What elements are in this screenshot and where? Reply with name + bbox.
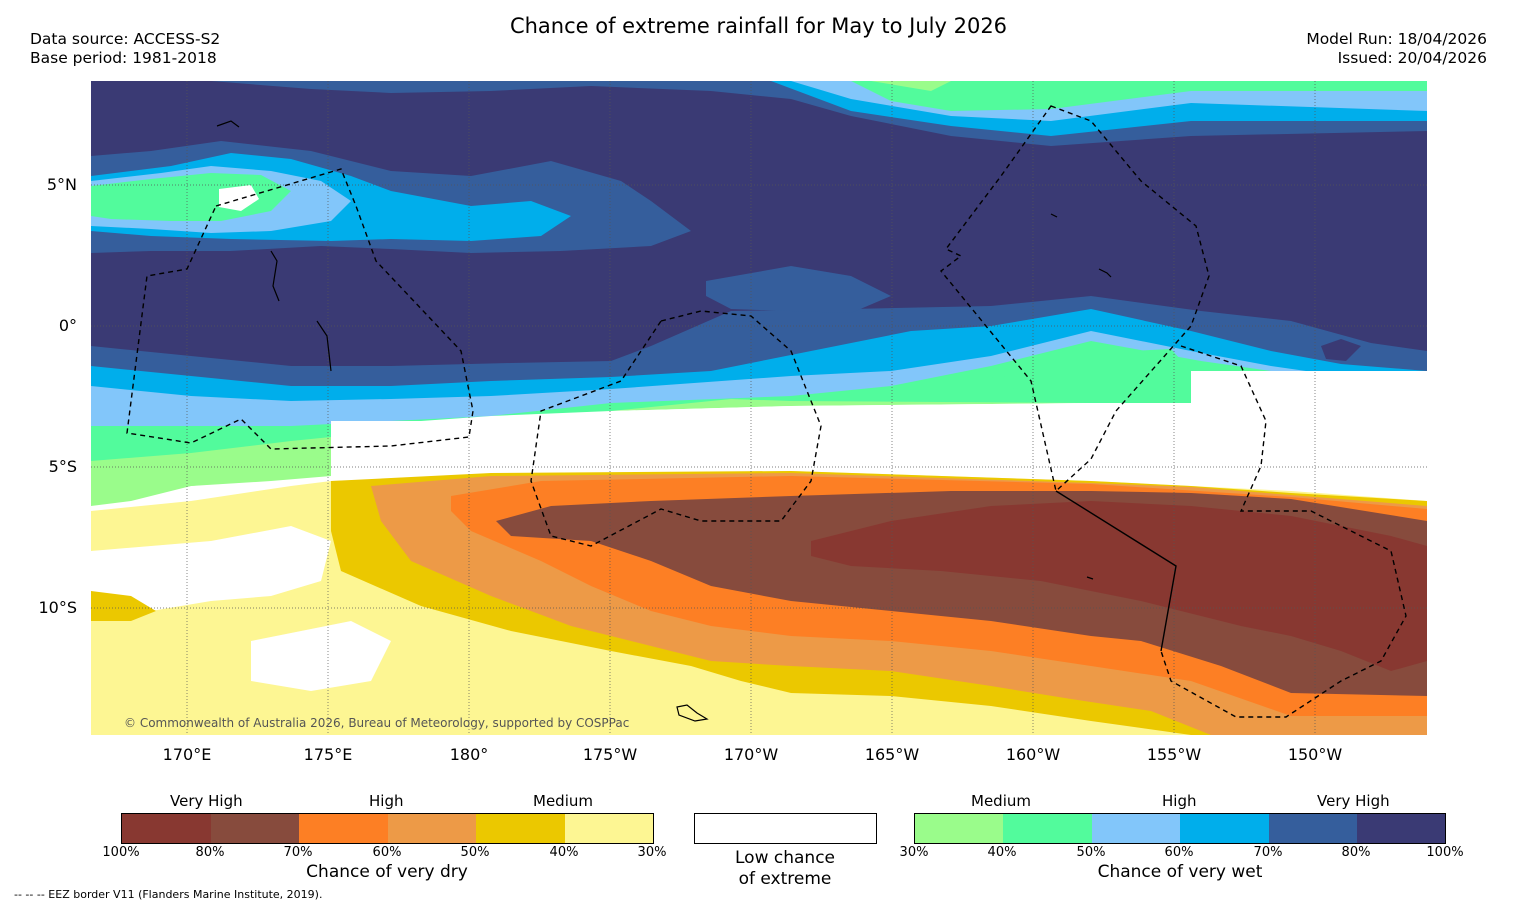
dry-legend-colorbar — [121, 813, 654, 844]
model-run: Model Run: 18/04/2026 — [1306, 30, 1487, 48]
wet-category-very-high: Very High — [1317, 792, 1390, 810]
copyright-notice: © Commonwealth of Australia 2026, Bureau… — [124, 716, 630, 730]
islands — [216, 120, 1112, 722]
wet-swatch-60-70 — [1180, 814, 1269, 843]
wet-70-80-region — [706, 266, 891, 313]
dry-swatch-50-60 — [388, 814, 476, 843]
dry-category-high: High — [369, 792, 404, 810]
wet-legend-colorbar — [914, 813, 1446, 844]
dry-tick-60: 60% — [372, 845, 402, 860]
wet-legend-title: Chance of very wet — [1097, 862, 1263, 882]
eez-border-solid — [1055, 490, 1177, 652]
dry-tick-80: 80% — [195, 845, 225, 860]
wet-swatch-50-60 — [1092, 814, 1180, 843]
issued-date: Issued: 20/04/2026 — [1337, 49, 1487, 67]
dry-80-100-region — [811, 501, 1427, 671]
dry-tick-30: 30% — [637, 845, 667, 860]
lon-label-170w: 170°W — [723, 745, 779, 764]
wet-tick-70: 70% — [1253, 845, 1283, 860]
wet-tick-80: 80% — [1341, 845, 1371, 860]
dry-tick-40: 40% — [549, 845, 579, 860]
low-chance-swatch — [694, 813, 877, 844]
lon-label-155w: 155°W — [1146, 745, 1202, 764]
wet-tick-30: 30% — [899, 845, 929, 860]
lat-label-10s: 10°S — [38, 598, 77, 617]
low-chance-legend-title: Low chance of extreme — [685, 848, 885, 890]
base-period: Base period: 1981-2018 — [30, 49, 217, 67]
dry-swatch-70-80 — [211, 814, 299, 843]
grid-lines — [91, 81, 1427, 735]
eez-border-tuvalu-tokelau — [530, 310, 822, 547]
lat-label-5s: 5°S — [48, 457, 77, 476]
dry-legend-title: Chance of very dry — [306, 862, 468, 882]
wet-very-high-green-region — [1131, 349, 1191, 391]
wet-80-100-region — [1321, 339, 1361, 361]
dry-category-medium: Medium — [533, 792, 593, 810]
low-chance-title-line1: Low chance — [735, 848, 835, 868]
dry-tick-50: 50% — [460, 845, 490, 860]
dry-tick-100: 100% — [102, 845, 140, 860]
metadata-right: Model Run: 18/04/2026 Issued: 20/04/2026 — [1306, 30, 1487, 68]
rainfall-map — [91, 81, 1427, 735]
wet-80-100-region — [91, 81, 1427, 366]
wet-tick-100: 100% — [1426, 845, 1464, 860]
lon-label-160w: 160°W — [1005, 745, 1061, 764]
data-source: Data source: ACCESS-S2 — [30, 30, 221, 48]
metadata-left: Data source: ACCESS-S2 Base period: 1981… — [30, 30, 220, 68]
dry-swatch-80-100 — [122, 814, 211, 843]
lat-label-0: 0° — [58, 316, 77, 335]
low-chance-title-line2: of extreme — [738, 869, 832, 889]
lon-label-175w: 175°W — [582, 745, 638, 764]
chart-title: Chance of extreme rainfall for May to Ju… — [509, 14, 1008, 38]
wet-category-high: High — [1162, 792, 1197, 810]
dry-swatch-60-70 — [299, 814, 388, 843]
wet-tick-50: 50% — [1076, 845, 1106, 860]
low-chance-region — [331, 371, 1427, 501]
wet-tick-60: 60% — [1164, 845, 1194, 860]
dry-swatch-40-50 — [476, 814, 565, 843]
wet-category-medium: Medium — [971, 792, 1031, 810]
wet-tick-40: 40% — [987, 845, 1017, 860]
eez-border-kiribati-gilbert — [126, 168, 474, 450]
lon-label-165w: 165°W — [864, 745, 920, 764]
dry-swatch-30-40 — [565, 814, 653, 843]
dry-tick-70: 70% — [283, 845, 313, 860]
low-chance-region — [251, 621, 391, 691]
lon-label-150w: 150°W — [1287, 745, 1343, 764]
wet-medium-region — [91, 451, 331, 506]
lon-label-180: 180° — [449, 745, 489, 764]
lon-label-175e: 175°E — [303, 745, 353, 764]
eez-footnote: -- -- -- EEZ border V11 (Flanders Marine… — [14, 888, 323, 901]
wet-swatch-80-100 — [1357, 814, 1445, 843]
wet-swatch-40-50 — [1003, 814, 1092, 843]
eez-borders — [126, 105, 1407, 718]
wet-swatch-70-80 — [1269, 814, 1357, 843]
eez-border-kiribati-line — [939, 105, 1210, 493]
wet-low-region — [219, 185, 259, 211]
dry-category-very-high: Very High — [170, 792, 243, 810]
lon-label-170e: 170°E — [162, 745, 212, 764]
wet-swatch-30-40 — [915, 814, 1003, 843]
low-chance-region — [91, 526, 331, 611]
dry-40-50-region — [91, 591, 156, 621]
wet-very-high-green-region — [986, 376, 1021, 391]
lat-label-5n: 5°N — [46, 175, 77, 194]
